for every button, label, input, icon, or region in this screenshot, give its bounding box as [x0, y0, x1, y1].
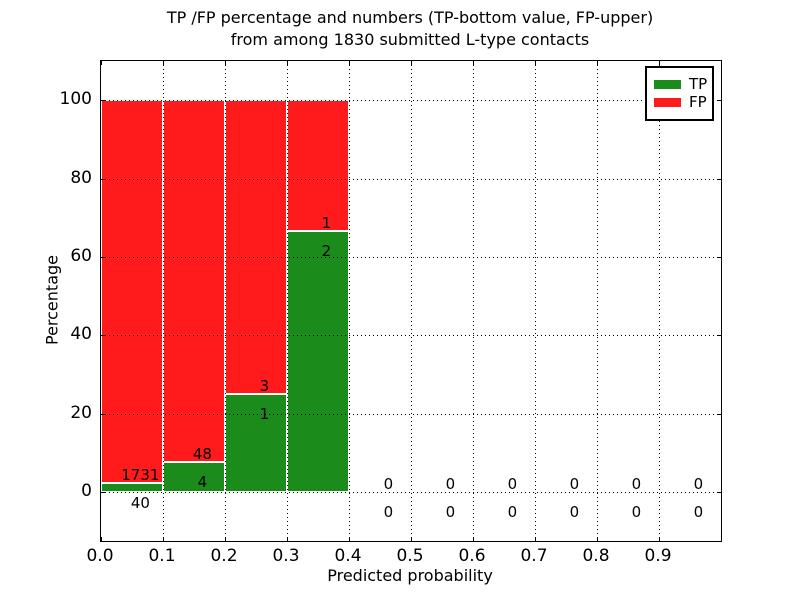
x-tick-mark [473, 537, 474, 541]
y-tick-label: 20 [70, 402, 92, 423]
fp-legend-swatch [654, 98, 681, 107]
bar-segment-tp [163, 461, 225, 492]
plot-area: 1731 40 48 4 3 1 1 2 0 0 0 0 0 0 0 0 0 0 0 0 [100, 60, 722, 542]
tp-count-label: 4 [197, 472, 208, 491]
grid-line-v [411, 61, 412, 541]
x-tick-mark-top [659, 61, 660, 65]
bar-segment-fp [101, 100, 163, 484]
legend-item-fp: FP [654, 93, 707, 111]
x-tick-label: 0.6 [458, 546, 486, 566]
y-tick-mark [101, 413, 105, 415]
bar-segment-fp [163, 100, 225, 462]
tp-count-label: 0 [569, 503, 580, 522]
fp-count-label: 0 [507, 475, 518, 494]
x-tick-mark-top [225, 61, 226, 65]
x-tick-label: 0.8 [582, 546, 610, 566]
tp-legend-label: TP [689, 75, 708, 93]
x-tick-mark-top [287, 61, 288, 65]
chart-title-line2: from among 1830 submitted L-type contact… [230, 30, 590, 49]
x-tick-mark-top [473, 61, 474, 65]
y-tick-mark-right [717, 178, 721, 180]
bar-segment-tp [225, 394, 287, 492]
bar-segment-fp [287, 100, 349, 231]
legend-item-tp: TP [654, 75, 708, 93]
x-tick-mark [411, 537, 412, 541]
grid-line-v [225, 61, 226, 541]
tp-count-label: 0 [507, 503, 518, 522]
tp-count-label: 0 [445, 503, 456, 522]
x-tick-mark-top [411, 61, 412, 65]
chart-title: TP /FP percentage and numbers (TP-bottom… [0, 7, 800, 51]
y-tick-label: 40 [70, 324, 92, 345]
fp-count-label: 0 [693, 475, 704, 494]
x-tick-label: 0.7 [520, 546, 548, 566]
x-tick-mark [163, 537, 164, 541]
y-tick-mark-right [717, 413, 721, 415]
x-tick-label: 0.1 [148, 546, 176, 566]
x-tick-label: 0.0 [86, 546, 114, 566]
grid-line-v [473, 61, 474, 541]
grid-line-v [287, 61, 288, 541]
tp-count-label: 0 [631, 503, 642, 522]
y-tick-label: 0 [81, 481, 92, 502]
x-axis-label: Predicted probability [327, 566, 493, 585]
tp-count-label: 1 [259, 405, 270, 424]
fp-count-label: 0 [569, 475, 580, 494]
grid-line-v [597, 61, 598, 541]
y-tick-label: 60 [70, 245, 92, 266]
x-tick-mark [597, 537, 598, 541]
x-tick-label: 0.4 [334, 546, 362, 566]
y-tick-mark [101, 178, 105, 180]
x-tick-mark [225, 537, 226, 541]
x-tick-label: 0.5 [396, 546, 424, 566]
x-tick-mark [101, 537, 102, 541]
x-tick-label: 0.3 [272, 546, 300, 566]
y-tick-mark-right [717, 492, 721, 494]
bar-segment-fp [225, 100, 287, 395]
legend: TP FP [645, 66, 714, 121]
fp-count-label: 0 [445, 475, 456, 494]
y-tick-label: 80 [70, 167, 92, 188]
y-tick-mark-right [717, 335, 721, 337]
chart-title-line1: TP /FP percentage and numbers (TP-bottom… [166, 8, 654, 27]
x-tick-mark [535, 537, 536, 541]
fp-count-label: 48 [192, 444, 212, 463]
x-tick-mark [659, 537, 660, 541]
y-tick-mark-right [717, 256, 721, 258]
fp-count-label: 1 [321, 213, 332, 232]
tp-count-label: 0 [693, 503, 704, 522]
x-tick-mark [349, 537, 350, 541]
grid-line-v [163, 61, 164, 541]
tp-count-label: 0 [383, 503, 394, 522]
y-tick-mark [101, 100, 105, 102]
x-tick-mark-top [101, 61, 102, 65]
fp-count-label: 0 [383, 475, 394, 494]
x-tick-label: 0.2 [210, 546, 238, 566]
y-tick-label: 100 [59, 89, 92, 110]
x-tick-mark [287, 537, 288, 541]
x-tick-mark-top [163, 61, 164, 65]
x-tick-mark-top [535, 61, 536, 65]
x-tick-mark-top [349, 61, 350, 65]
fp-count-label: 3 [259, 377, 270, 396]
y-tick-mark [101, 256, 105, 258]
fp-count-label: 0 [631, 475, 642, 494]
tp-count-label: 40 [130, 494, 150, 513]
x-tick-mark-top [597, 61, 598, 65]
grid-line-v [659, 61, 660, 541]
tp-count-label: 2 [321, 241, 332, 260]
fp-legend-label: FP [689, 93, 707, 111]
y-tick-mark [101, 492, 105, 494]
y-tick-mark-right [717, 100, 721, 102]
y-tick-mark [101, 335, 105, 337]
bar-segment-tp [101, 483, 163, 492]
grid-line-v [349, 61, 350, 541]
tp-legend-swatch [654, 80, 681, 89]
x-tick-label: 0.9 [644, 546, 672, 566]
fp-count-label: 1731 [121, 466, 160, 485]
bar-segment-tp [287, 230, 349, 493]
grid-line-v [535, 61, 536, 541]
